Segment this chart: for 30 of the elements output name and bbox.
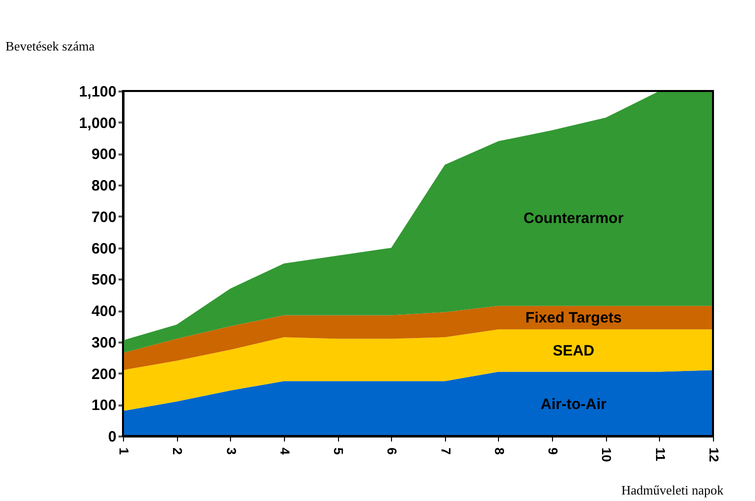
x-tick-label: 10 bbox=[599, 448, 614, 462]
series-label: Fixed Targets bbox=[525, 310, 622, 327]
y-tick-label: 1,000 bbox=[78, 114, 116, 132]
x-tick-label: 9 bbox=[546, 448, 561, 455]
x-axis-title: Hadműveleti napok bbox=[621, 482, 724, 498]
y-tick-label: 400 bbox=[91, 303, 116, 320]
x-tick-label: 1 bbox=[116, 448, 132, 455]
x-tick-label: 4 bbox=[277, 448, 292, 456]
y-tick-label: 700 bbox=[91, 208, 116, 226]
series-label: SEAD bbox=[552, 342, 595, 360]
series-label: Air-to-Air bbox=[540, 396, 607, 413]
y-tick-label: 900 bbox=[91, 146, 116, 164]
y-tick-label: 100 bbox=[91, 397, 116, 414]
y-tick-label: 600 bbox=[91, 240, 116, 258]
y-tick-label: 800 bbox=[91, 178, 116, 195]
x-tick-label: 8 bbox=[492, 448, 507, 455]
x-tick-label: 3 bbox=[224, 448, 239, 455]
x-tick-label: 7 bbox=[438, 448, 454, 455]
x-tick-label: 6 bbox=[384, 448, 400, 455]
x-tick-label: 5 bbox=[331, 448, 346, 455]
y-axis-title: Bevetések száma bbox=[6, 38, 95, 54]
y-tick-label: 300 bbox=[91, 334, 116, 352]
x-tick-label: 2 bbox=[170, 448, 186, 455]
x-tick-label: 11 bbox=[652, 448, 668, 462]
y-tick-label: 1,100 bbox=[78, 84, 116, 100]
x-tick-label: 12 bbox=[706, 448, 722, 462]
y-tick-label: 500 bbox=[91, 272, 116, 289]
y-tick-label: 0 bbox=[108, 428, 116, 446]
y-tick-label: 200 bbox=[91, 366, 116, 383]
series-label: Counterarmor bbox=[524, 210, 624, 228]
